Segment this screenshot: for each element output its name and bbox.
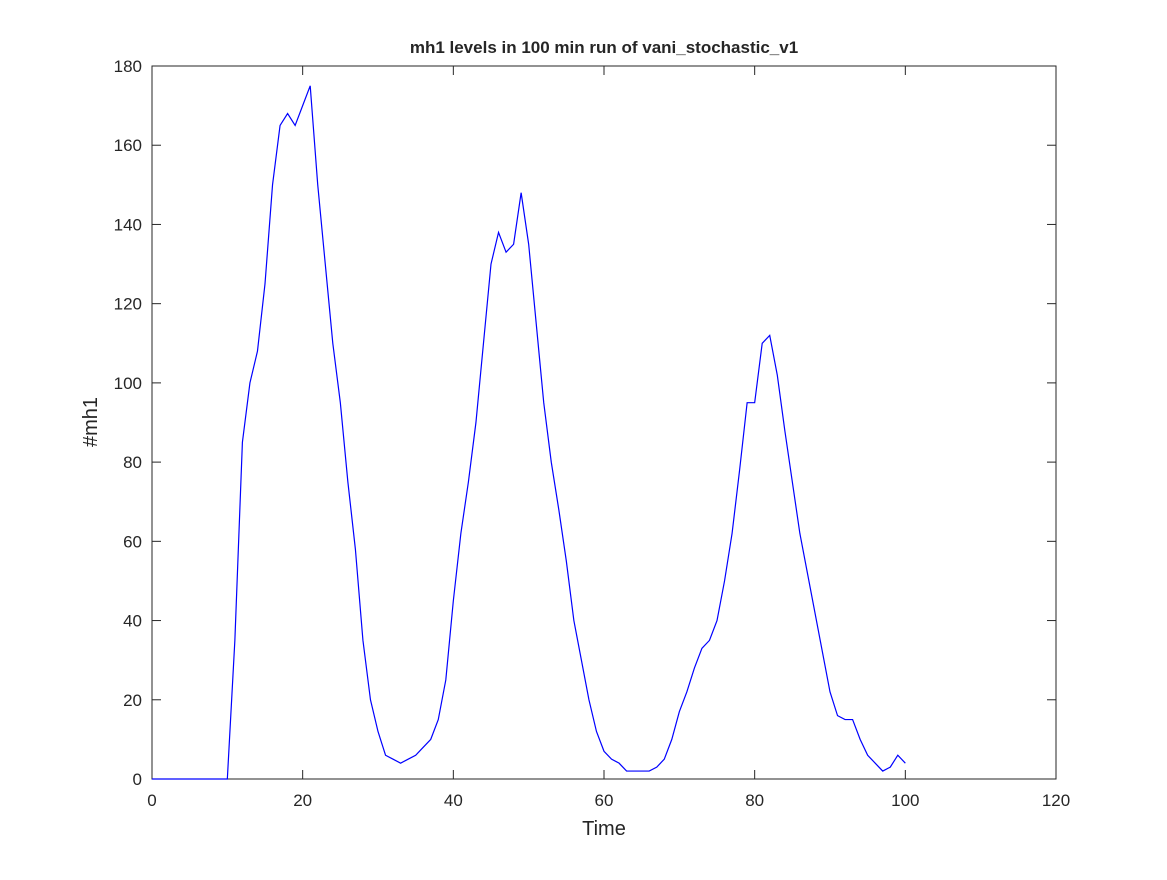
y-tick-label: 140 <box>114 215 142 234</box>
x-tick-label: 100 <box>891 791 919 810</box>
y-tick-label: 40 <box>123 612 142 631</box>
chart-title: mh1 levels in 100 min run of vani_stocha… <box>410 38 798 57</box>
x-tick-label: 80 <box>745 791 764 810</box>
line-series <box>152 85 906 780</box>
x-axis-label: Time <box>582 818 626 840</box>
y-tick-label: 20 <box>123 691 142 710</box>
x-tick-label: 20 <box>293 791 312 810</box>
y-axis-label: #mh1 <box>80 397 102 447</box>
y-tick-label: 60 <box>123 532 142 551</box>
x-tick-label: 120 <box>1042 791 1070 810</box>
x-tick-label: 40 <box>444 791 463 810</box>
plot-area <box>151 65 1057 780</box>
y-tick-label: 120 <box>114 295 142 314</box>
x-tick-label: 0 <box>147 791 156 810</box>
y-tick-label: 0 <box>133 770 142 789</box>
y-tick-label: 160 <box>114 136 142 155</box>
y-tick-label: 100 <box>114 374 142 393</box>
y-tick-label: 80 <box>123 453 142 472</box>
y-tick-label: 180 <box>114 57 142 76</box>
x-tick-label: 60 <box>595 791 614 810</box>
